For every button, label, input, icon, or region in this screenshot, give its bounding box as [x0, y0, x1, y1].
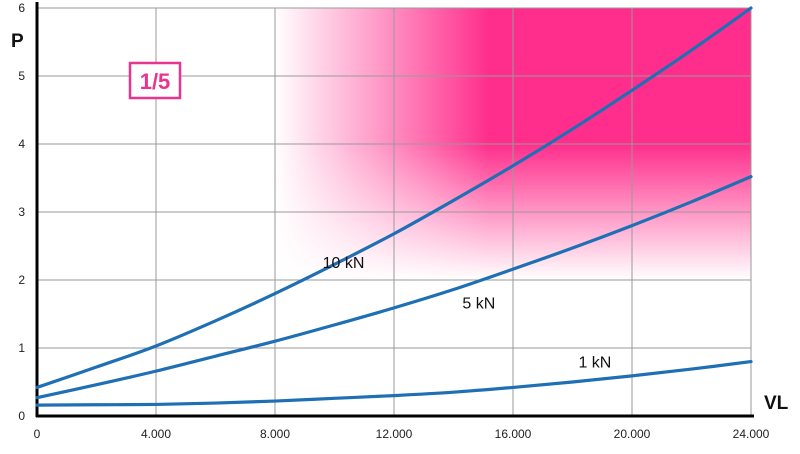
y-tick-label: 3	[18, 205, 25, 219]
x-tick-label: 8.000	[260, 427, 290, 441]
y-tick-label: 2	[18, 273, 25, 287]
series-line-2	[35, 360, 753, 407]
x-tick-label: 12.000	[376, 427, 413, 441]
series-label-1: 5 kN	[462, 295, 495, 312]
y-tick-label: 1	[18, 341, 25, 355]
x-tick-label: 4.000	[141, 427, 171, 441]
series-line-0	[35, 6, 753, 390]
ratio-badge-frame	[128, 61, 182, 100]
ratio-badge-text: 1/5	[140, 69, 171, 94]
y-tick-label: 6	[18, 1, 25, 15]
tick-labels: 0 4.000 8.000 12.000 16.000 20.000 24.000 0 1 2 3 4…	[18, 1, 769, 441]
x-tick-label: 16.000	[495, 427, 532, 441]
x-tick-label: 0	[34, 427, 41, 441]
y-tick-label: 4	[18, 137, 25, 151]
x-tick-label: 20.000	[614, 427, 651, 441]
x-axis-title: VL	[764, 393, 789, 414]
grid	[37, 7, 752, 416]
series-label-0: 10 kN	[323, 255, 365, 272]
y-axis-title: P	[11, 31, 24, 52]
y-tick-label: 5	[18, 69, 25, 83]
series-labels: 10 kN 5 kN 1 kN	[323, 255, 612, 371]
ratio-badge: 1/5	[128, 61, 182, 100]
axes	[35, 2, 754, 418]
y-tick-label: 0	[18, 409, 25, 423]
x-tick-label: 24.000	[733, 427, 770, 441]
series-line-1	[35, 175, 753, 400]
series-label-2: 1 kN	[578, 354, 611, 371]
series-lines	[35, 6, 753, 407]
